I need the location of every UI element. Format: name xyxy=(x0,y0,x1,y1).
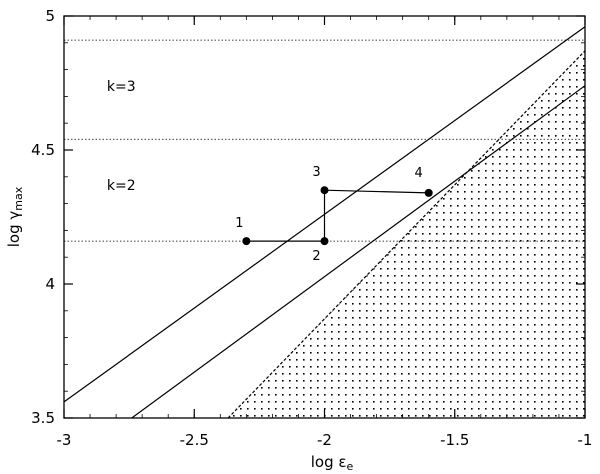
data-point-label-1: 1 xyxy=(235,216,243,231)
y-tick-label-0: 3.5 xyxy=(31,409,55,427)
axis-ticks: -3 -2.5 -2 -1.5 -1 3.5 4 4.5 5 xyxy=(31,7,592,449)
data-point-3 xyxy=(320,186,329,195)
x-tick-label-1: -2.5 xyxy=(180,431,209,449)
shaded-region xyxy=(228,50,585,418)
y-axis-title: log γmax xyxy=(5,186,25,247)
y-tick-label-3: 5 xyxy=(45,7,55,25)
region-label-k2: k=2 xyxy=(107,178,136,194)
series-line-3 xyxy=(246,189,429,242)
series-line-2 xyxy=(227,50,585,418)
x-tick-label-2: -2 xyxy=(317,431,332,449)
data-point-label-3: 3 xyxy=(312,165,320,180)
data-point-4 xyxy=(424,188,433,197)
y-axis-title-sub: max xyxy=(12,186,25,210)
y-tick-label-2: 4.5 xyxy=(31,141,55,159)
data-point-2 xyxy=(320,237,329,246)
data-point-label-4: 4 xyxy=(415,166,423,181)
x-tick-label-0: -3 xyxy=(57,431,72,449)
x-axis-title-sub: e xyxy=(346,460,353,473)
series-line-1 xyxy=(131,85,585,418)
x-axis-title-main: log ε xyxy=(311,453,347,471)
region-label-k3: k=3 xyxy=(107,79,136,95)
series-lines: 1 2 3 4 xyxy=(64,26,585,418)
data-point-1 xyxy=(242,237,251,246)
x-tick-label-3: -1.5 xyxy=(440,431,469,449)
data-point-label-2: 2 xyxy=(312,249,320,264)
shaded-region-fill xyxy=(228,50,585,418)
x-tick-label-4: -1 xyxy=(578,431,593,449)
y-tick-label-1: 4 xyxy=(45,275,55,293)
y-axis-title-main: log γ xyxy=(5,211,23,248)
x-axis-title: log εe xyxy=(311,453,354,473)
